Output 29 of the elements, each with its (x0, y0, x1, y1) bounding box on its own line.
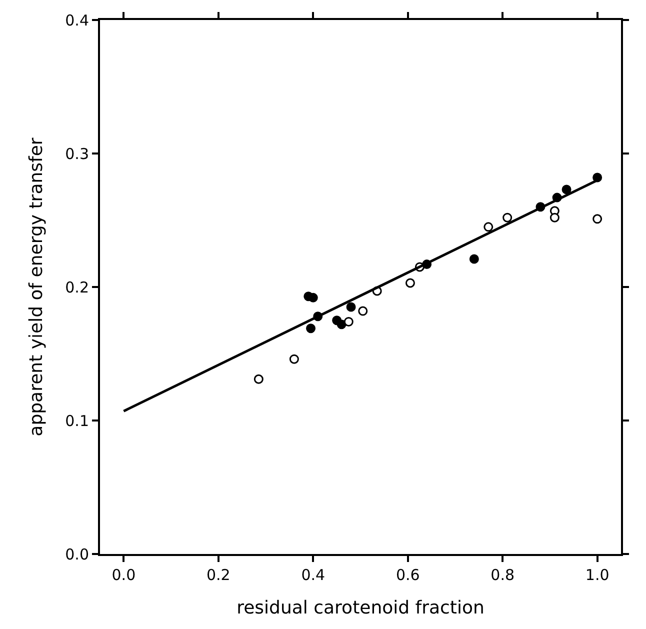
y-tick-label: 0.4 (65, 11, 89, 30)
point (469, 254, 479, 264)
point (592, 214, 602, 224)
point (289, 354, 299, 364)
x-tick-label: 1.0 (585, 566, 610, 584)
point (405, 278, 415, 288)
point (502, 212, 512, 222)
point (358, 306, 368, 316)
x-tick-label: 0.0 (112, 566, 136, 584)
x-tick-label: 0.4 (301, 566, 326, 584)
x-tick-label: 0.2 (206, 566, 230, 584)
y-tick-label: 0.1 (65, 412, 89, 430)
y-tick-label: 0.0 (65, 545, 89, 564)
point (344, 316, 354, 326)
x-tick-label: 0.8 (490, 566, 515, 584)
y-axis-title: apparent yield of energy transfer (26, 137, 47, 436)
x-axis-title: residual carotenoid fraction (236, 598, 484, 619)
point (550, 212, 560, 222)
point (336, 320, 346, 330)
point (306, 324, 316, 334)
point (346, 302, 356, 312)
point (254, 374, 264, 384)
y-tick-label: 0.2 (65, 278, 89, 296)
point (592, 172, 602, 182)
x-tick-label: 0.6 (396, 566, 420, 584)
point (562, 184, 572, 194)
y-tick-label: 0.3 (65, 144, 89, 163)
point (308, 292, 318, 302)
point (484, 222, 494, 232)
